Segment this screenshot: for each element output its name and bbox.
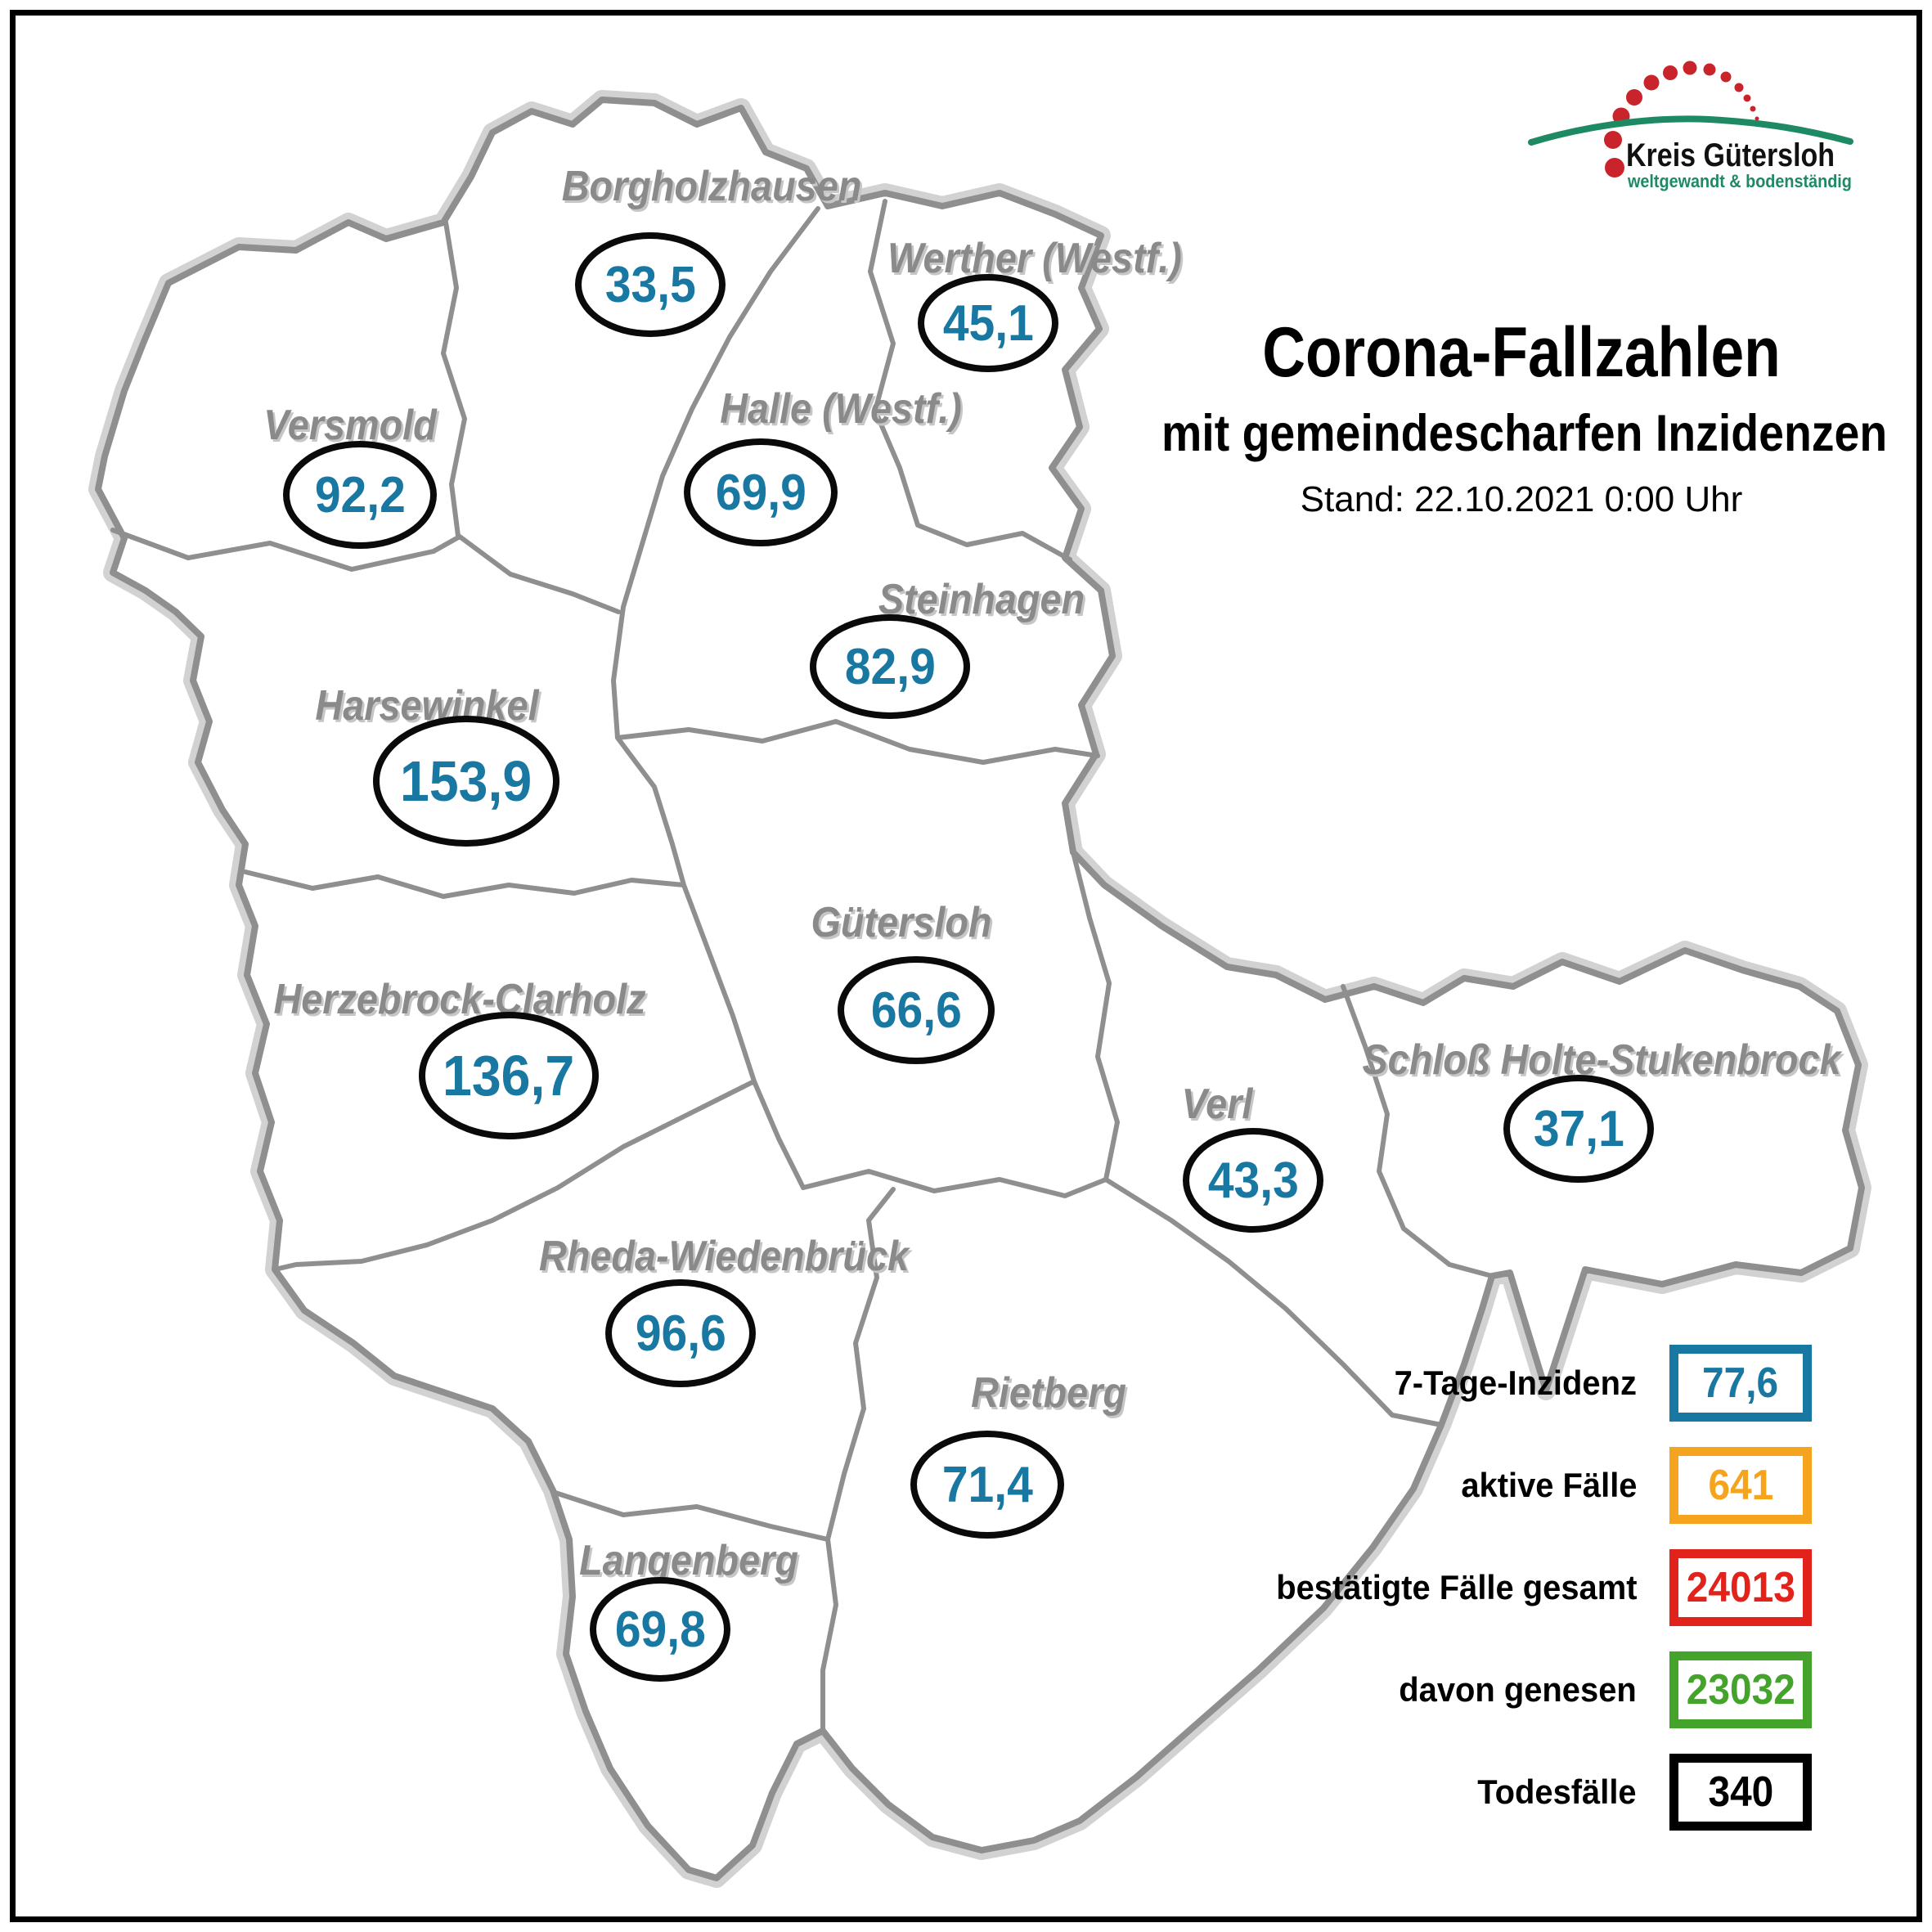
logo-name: Kreis Gütersloh bbox=[1626, 137, 1835, 173]
incidence-ellipse-rietberg: 71,4 bbox=[910, 1431, 1064, 1539]
incidence-ellipse-harsewinkel: 153,9 bbox=[373, 716, 559, 847]
municipality-label-g-tersloh: Gütersloh bbox=[811, 899, 992, 946]
municipality-label-langenberg: Langenberg bbox=[579, 1537, 798, 1584]
municipality-label-rheda-wiedenbr-ck: Rheda-Wiedenbrück bbox=[538, 1233, 910, 1280]
municipal-inner-boundaries bbox=[110, 199, 1494, 1733]
incidence-ellipse-g-tersloh: 66,6 bbox=[838, 956, 995, 1064]
incidence-ellipse-langenberg: 69,8 bbox=[590, 1577, 730, 1682]
legend-value-best-tigte-f-lle-gesamt: 24013 bbox=[1686, 1563, 1795, 1611]
legend-label-todesf-lle: Todesfälle bbox=[1477, 1772, 1637, 1811]
page-subtitle: mit gemeindescharfen Inzidenzen bbox=[1161, 405, 1888, 462]
page-title: Corona-Fallzahlen bbox=[1262, 313, 1781, 392]
legend-value-box-davon-genesen: 23032 bbox=[1669, 1651, 1812, 1728]
incidence-value-langenberg: 69,8 bbox=[614, 1601, 706, 1658]
legend-label-davon-genesen: davon genesen bbox=[1399, 1669, 1637, 1709]
legend-row-aktive-f-lle: aktive Fälle 641 bbox=[1161, 1434, 1812, 1536]
incidence-value-werther-westf: 45,1 bbox=[942, 294, 1034, 352]
legend-label-best-tigte-f-lle-gesamt: bestätigte Fälle gesamt bbox=[1275, 1567, 1637, 1606]
incidence-ellipse-herzebrock-clarholz: 136,7 bbox=[419, 1012, 599, 1139]
legend-row-best-tigte-f-lle-gesamt: bestätigte Fälle gesamt 24013 bbox=[1161, 1536, 1812, 1638]
incidence-value-herzebrock-clarholz: 136,7 bbox=[443, 1044, 575, 1108]
incidence-ellipse-rheda-wiedenbr-ck: 96,6 bbox=[605, 1279, 756, 1387]
municipality-label-herzebrock-clarholz: Herzebrock-Clarholz bbox=[273, 976, 646, 1023]
municipality-label-steinhagen: Steinhagen bbox=[878, 576, 1085, 623]
logo-green-swoosh bbox=[1528, 115, 1853, 146]
legend-value-aktive-f-lle: 641 bbox=[1708, 1461, 1773, 1509]
municipality-label-borgholzhausen: Borgholzhausen bbox=[561, 163, 862, 210]
legend-row-7-tage-inzidenz: 7-Tage-Inzidenz 77,6 bbox=[1161, 1332, 1812, 1434]
incidence-value-harsewinkel: 153,9 bbox=[400, 749, 532, 813]
district-outer-line bbox=[95, 97, 1865, 1881]
legend-label-7-tage-inzidenz: 7-Tage-Inzidenz bbox=[1394, 1363, 1637, 1402]
legend-value-todesf-lle: 340 bbox=[1708, 1768, 1773, 1816]
incidence-value-rietberg: 71,4 bbox=[941, 1456, 1033, 1513]
logo-red-dots-arc bbox=[1604, 61, 1759, 177]
legend-value-box-aktive-f-lle: 641 bbox=[1669, 1446, 1812, 1524]
incidence-ellipse-halle-westf: 69,9 bbox=[684, 438, 838, 546]
municipality-label-halle-westf: Halle (Westf.) bbox=[720, 385, 962, 433]
incidence-value-rheda-wiedenbr-ck: 96,6 bbox=[635, 1305, 726, 1362]
summary-legend: 7-Tage-Inzidenz 77,6 aktive Fälle 641 bestät… bbox=[1161, 1332, 1812, 1843]
legend-value-davon-genesen: 23032 bbox=[1686, 1665, 1795, 1714]
logo-arc-graphic bbox=[1528, 61, 1853, 177]
incidence-value-verl: 43,3 bbox=[1207, 1152, 1299, 1209]
legend-label-aktive-f-lle: aktive Fälle bbox=[1460, 1465, 1637, 1504]
municipality-label-rietberg: Rietberg bbox=[971, 1369, 1126, 1417]
incidence-value-schlo-holte-stukenbrock: 37,1 bbox=[1533, 1100, 1624, 1157]
legend-value-box-best-tigte-f-lle-gesamt: 24013 bbox=[1669, 1548, 1812, 1626]
incidence-ellipse-steinhagen: 82,9 bbox=[810, 614, 970, 719]
legend-value-box-todesf-lle: 340 bbox=[1669, 1753, 1812, 1831]
incidence-ellipse-werther-westf: 45,1 bbox=[918, 274, 1058, 372]
municipality-label-werther-westf: Werther (Westf.) bbox=[887, 235, 1182, 282]
incidence-ellipse-verl: 43,3 bbox=[1183, 1128, 1323, 1233]
logo-tagline: weltgewandt & bodenständig bbox=[1628, 171, 1852, 191]
incidence-value-halle-westf: 69,9 bbox=[715, 464, 806, 521]
incidence-ellipse-schlo-holte-stukenbrock: 37,1 bbox=[1503, 1075, 1654, 1183]
municipality-label-verl: Verl bbox=[1181, 1081, 1253, 1128]
legend-value-box-7-tage-inzidenz: 77,6 bbox=[1669, 1344, 1812, 1422]
data-timestamp: Stand: 22.10.2021 0:00 Uhr bbox=[1300, 479, 1743, 519]
incidence-value-g-tersloh: 66,6 bbox=[870, 982, 962, 1039]
incidence-ellipse-versmold: 92,2 bbox=[283, 441, 437, 549]
legend-value-7-tage-inzidenz: 77,6 bbox=[1702, 1359, 1779, 1407]
incidence-value-versmold: 92,2 bbox=[314, 466, 406, 523]
incidence-value-steinhagen: 82,9 bbox=[844, 638, 936, 695]
incidence-ellipse-borgholzhausen: 33,5 bbox=[575, 232, 726, 337]
legend-row-davon-genesen: davon genesen 23032 bbox=[1161, 1638, 1812, 1741]
legend-row-todesf-lle: Todesfälle 340 bbox=[1161, 1741, 1812, 1843]
municipality-label-schlo-holte-stukenbrock: Schloß Holte-Stukenbrock bbox=[1362, 1036, 1841, 1084]
incidence-value-borgholzhausen: 33,5 bbox=[604, 256, 696, 313]
